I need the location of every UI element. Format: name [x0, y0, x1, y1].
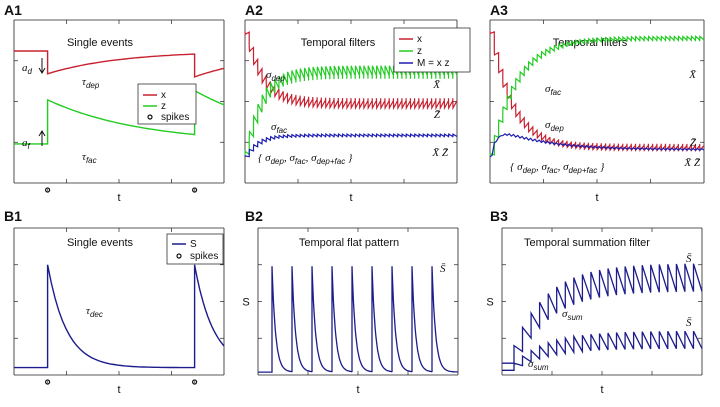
x-axis-label: t: [349, 192, 352, 204]
annotation-sigma-sum-high: σsum: [562, 308, 583, 322]
annotation-xbar: X̄: [432, 79, 441, 91]
annotation-tau-fac: τfac: [82, 151, 97, 165]
annotation-xzbar: X̄ Z̄: [431, 147, 448, 159]
series-line-m: [489, 132, 705, 158]
x-axis-label: t: [356, 384, 359, 396]
series-line-x: [489, 31, 705, 153]
annotation-sbar: S̄: [440, 263, 446, 275]
annotation-zbar: Z̄: [434, 109, 441, 121]
legend-label-s: S: [190, 239, 197, 250]
panel-title: Temporal summation filter: [524, 237, 650, 249]
annotation-sbar-high: S̄: [686, 253, 692, 265]
legend-label-z: z: [161, 101, 166, 112]
annotation-zbar: Z̄: [690, 137, 697, 149]
series-line-x: [14, 50, 225, 78]
panel-title: Single events: [67, 237, 134, 249]
legend-box: [393, 27, 471, 73]
legend-swatch-spikes: [176, 253, 182, 259]
panel-label: B2: [245, 208, 263, 224]
annotation-sigma-set: { σdep, σfac, σdep+fac }: [510, 161, 605, 175]
annotation-tau-dep: τdep: [82, 76, 100, 90]
series-line-z: [489, 34, 705, 156]
panel-title: Single events: [67, 37, 134, 49]
series-line-s-low: [502, 330, 703, 371]
annotation-a-d: ad: [22, 62, 33, 76]
series-line-s: [258, 266, 458, 373]
legend-label-spikes: spikes: [190, 251, 218, 262]
y-axis-label: S: [486, 297, 493, 309]
spike-dot: [47, 189, 49, 191]
x-axis-label: t: [595, 192, 598, 204]
arrow-down: [38, 58, 46, 74]
spike-marker: [192, 187, 198, 193]
panel-label: B1: [4, 208, 22, 224]
annotation-sigma-set: { σdep, σfac, σdep+fac }: [258, 152, 353, 166]
panel-title: Temporal filters: [301, 37, 376, 49]
annotation-sigma-fac: σfac: [545, 83, 561, 97]
panel-a2: A2 Temporal filters t σdep σfac X̄ Z̄ X̄ Z̄ { σd…: [244, 2, 471, 204]
spike-dot: [47, 381, 49, 383]
panel-label: B3: [490, 208, 508, 224]
panel-label: A3: [490, 2, 508, 18]
legend-label-x: x: [161, 90, 166, 101]
legend-label-spikes: spikes: [161, 112, 189, 123]
series-line-x: [244, 31, 458, 111]
legend-box: [166, 233, 224, 265]
annotation-sbar-low: S̄: [686, 317, 692, 329]
series-line-z: [14, 89, 225, 145]
spike-marker: [44, 379, 51, 385]
legend: xzM = x z: [393, 27, 471, 73]
panel-b2: B2 Temporal flat pattern t S S̄: [242, 208, 459, 396]
series-line-m: [244, 133, 458, 158]
x-axis-label: t: [117, 384, 120, 396]
annotation-a-f: af: [22, 137, 31, 151]
y-axis-label: S: [242, 297, 249, 309]
annotation-sigma-sum-low: σsum: [528, 358, 549, 372]
annotation-xbar: X̄: [688, 69, 697, 81]
spike-marker: [44, 187, 51, 193]
spike-marker: [192, 379, 198, 385]
spike-dot: [194, 381, 196, 383]
annotation-xzbar: X̄ Z̄: [683, 157, 700, 169]
panel-title: Temporal flat pattern: [299, 237, 399, 249]
panel-label: A2: [245, 2, 263, 18]
legend-label-z: z: [417, 46, 422, 57]
annotation-sigma-dep: σdep: [266, 69, 285, 83]
legend-label-m: M = x z: [417, 58, 450, 69]
legend-swatch-spikes: [147, 114, 153, 120]
series-line-s: [14, 264, 225, 369]
annotation-tau-dec: τdec: [86, 305, 103, 319]
spike-dot: [194, 189, 196, 191]
annotation-sigma-fac: σfac: [271, 121, 287, 135]
legend-label-x: x: [417, 34, 422, 45]
arrow-up: [38, 130, 46, 146]
series-line-s-high: [502, 263, 703, 364]
x-axis-label: t: [117, 192, 120, 204]
x-axis-label: t: [600, 384, 603, 396]
annotation-sigma-dep: σdep: [545, 119, 564, 133]
panel-label: A1: [4, 2, 22, 18]
